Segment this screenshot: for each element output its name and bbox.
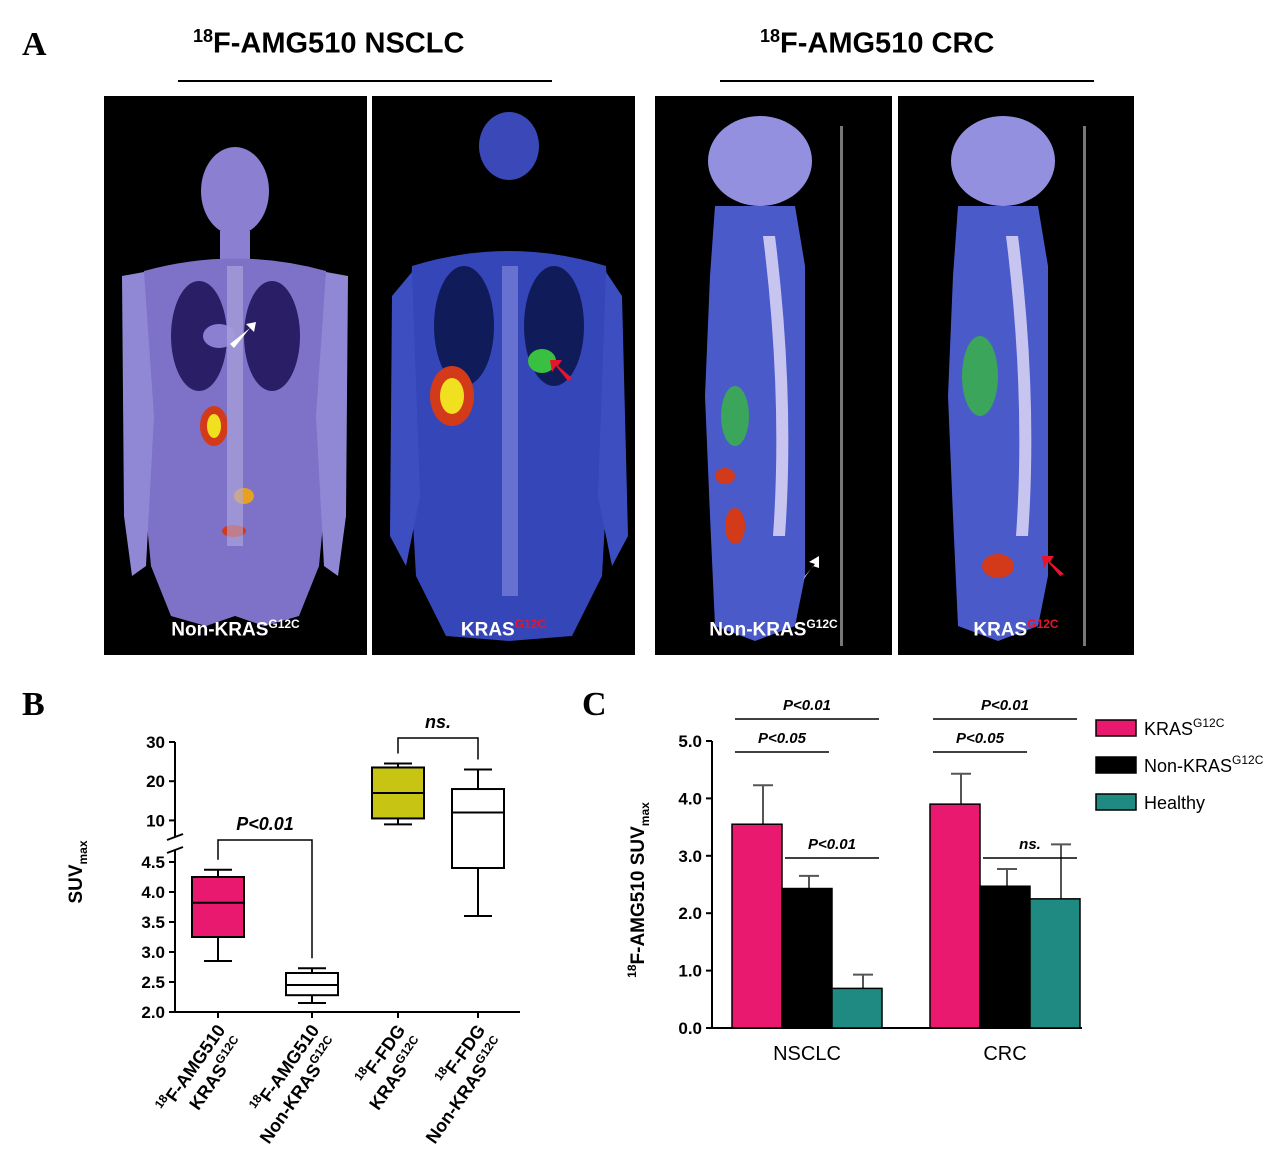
bar	[929, 803, 981, 1029]
box	[451, 788, 505, 869]
y-tick-label: 2.0	[678, 904, 702, 923]
significance-label: P<0.01	[981, 697, 1029, 714]
scan-4-label: KRASG12C	[973, 616, 1059, 640]
y-tick-label: 0.0	[678, 1019, 702, 1038]
bar	[979, 885, 1031, 1029]
legend-swatch	[1095, 756, 1137, 774]
panel-a-letter: A	[22, 26, 47, 63]
significance-label: P<0.05	[956, 730, 1005, 747]
significance-label: P<0.01	[236, 814, 294, 834]
bar	[831, 987, 883, 1029]
panel-c-letter: C	[582, 686, 607, 723]
significance-label: ns.	[1019, 836, 1041, 853]
significance-label: P<0.01	[783, 697, 831, 714]
scan-nsclc-non-kras: Non-KRASG12C	[104, 96, 367, 655]
y-tick-label: 10	[146, 811, 165, 830]
legend-swatch	[1095, 793, 1137, 811]
bar	[731, 823, 783, 1029]
crc-group-rule	[720, 80, 1094, 82]
y-axis-label: 18F-AMG510 SUVmax	[625, 802, 652, 978]
crc-title-sup: 18	[760, 26, 781, 46]
nsclc-group-title: 18F-AMG510 NSCLC	[193, 26, 464, 61]
significance-label: ns.	[425, 712, 451, 732]
y-tick-label: 4.0	[678, 789, 702, 808]
scan-nsclc-kras: KRASG12C	[372, 96, 635, 655]
bar	[1029, 898, 1081, 1029]
y-tick-label: 4.5	[141, 853, 165, 872]
axis-break-mark	[166, 833, 184, 841]
sagittal-body-image	[948, 116, 1086, 646]
nsclc-title-text: F-AMG510 NSCLC	[213, 27, 465, 60]
y-tick-label: 30	[146, 733, 165, 752]
y-tick-label: 2.0	[141, 1003, 165, 1022]
significance-label: P<0.05	[758, 730, 807, 747]
scan-2-label: KRASG12C	[460, 616, 547, 640]
legend-swatch	[1095, 719, 1137, 737]
bar-chart: 0.0 1.0 2.0 3.0 4.0 5.0 18F-AMG510 SUVmax NSCLC…	[625, 697, 1264, 1065]
y-tick-label: 2.5	[141, 973, 165, 992]
y-axis-label: SUVmax	[66, 840, 90, 903]
x-category-label: NSCLC	[773, 1043, 841, 1065]
x-category-label: CRC	[983, 1043, 1026, 1065]
significance-bracket	[217, 839, 313, 959]
y-tick-label: 3.5	[141, 913, 165, 932]
coronal-body-image	[390, 112, 628, 641]
sagittal-body-image	[705, 116, 843, 646]
legend-label: Non-KRASG12C	[1144, 753, 1264, 776]
axis-break-mark	[166, 846, 184, 854]
nsclc-group-rule	[178, 80, 552, 82]
coronal-body-image	[122, 147, 348, 626]
box	[191, 876, 245, 938]
scan-crc-kras: KRASG12C	[898, 96, 1134, 655]
crc-title-text: F-AMG510 CRC	[780, 27, 995, 60]
nsclc-title-sup: 18	[193, 26, 214, 46]
y-tick-label: 3.0	[678, 847, 702, 866]
crc-group-title: 18F-AMG510 CRC	[760, 26, 994, 61]
scan-crc-non-kras: Non-KRASG12C	[655, 96, 892, 655]
box-plot-chart: 2.0 2.5 3.0 3.5 4.0 4.5 10 20 30 SUVmax P<0.01 ns. 1…	[66, 712, 520, 1147]
scan-3-label: Non-KRASG12C	[709, 616, 838, 640]
y-tick-label: 3.0	[141, 943, 165, 962]
y-tick-label: 20	[146, 772, 165, 791]
scan-1-label: Non-KRASG12C	[171, 616, 300, 640]
bar	[781, 887, 833, 1029]
legend-label: KRASG12C	[1144, 716, 1225, 739]
significance-bracket	[397, 737, 479, 760]
y-tick-label: 1.0	[678, 962, 702, 981]
y-tick-label: 4.0	[141, 883, 165, 902]
y-tick-label: 5.0	[678, 732, 702, 751]
panel-b-letter: B	[22, 686, 45, 723]
legend-label: Healthy	[1144, 793, 1205, 813]
significance-label: P<0.01	[808, 836, 856, 853]
